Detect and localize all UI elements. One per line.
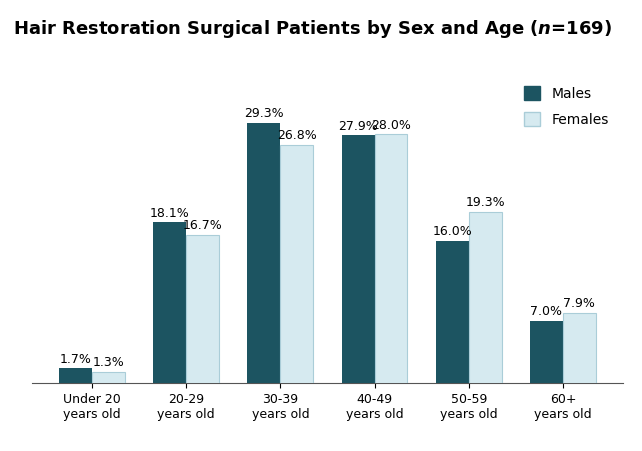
Text: 7.0%: 7.0% xyxy=(530,305,562,318)
Legend: Males, Females: Males, Females xyxy=(517,79,616,133)
Bar xyxy=(436,241,469,383)
Bar xyxy=(530,321,563,383)
Text: 16.0%: 16.0% xyxy=(432,226,472,239)
Text: 16.7%: 16.7% xyxy=(183,219,223,232)
Text: Hair Restoration Surgical Patients by Sex and Age ($\bfit{n}$=169): Hair Restoration Surgical Patients by Se… xyxy=(13,18,612,40)
Text: 28.0%: 28.0% xyxy=(371,119,411,132)
Bar xyxy=(469,212,501,383)
Text: 26.8%: 26.8% xyxy=(277,129,317,143)
Bar xyxy=(153,222,186,383)
Bar xyxy=(186,235,219,383)
Text: 27.9%: 27.9% xyxy=(338,120,378,133)
Bar xyxy=(374,134,408,383)
Text: 18.1%: 18.1% xyxy=(150,207,189,220)
Bar xyxy=(59,368,92,383)
Text: 1.3%: 1.3% xyxy=(92,356,125,369)
Text: 29.3%: 29.3% xyxy=(244,107,284,120)
Text: 7.9%: 7.9% xyxy=(564,298,595,310)
Bar xyxy=(342,135,374,383)
Text: 1.7%: 1.7% xyxy=(60,353,91,366)
Text: 19.3%: 19.3% xyxy=(465,196,505,209)
Bar xyxy=(247,123,281,383)
Bar xyxy=(563,313,596,383)
Bar xyxy=(281,145,313,383)
Bar xyxy=(92,372,125,383)
